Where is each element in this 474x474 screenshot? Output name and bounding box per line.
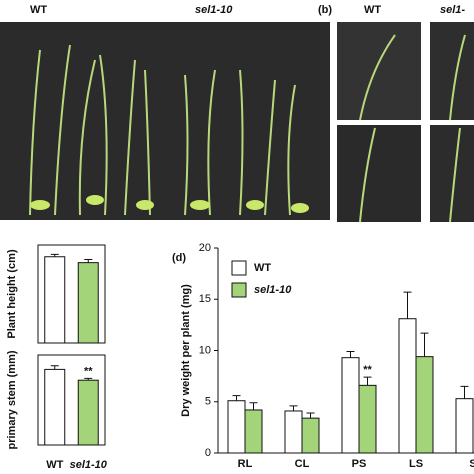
y-axis-label: Plant height (cm)	[6, 249, 18, 339]
y-tick-label: 5	[205, 396, 211, 408]
x-tick-label: S	[469, 458, 474, 470]
x-tick-label: LS	[409, 458, 423, 470]
error-bar	[306, 412, 315, 419]
bar	[301, 417, 320, 454]
legend-label: WT	[254, 262, 271, 274]
error-bar	[363, 376, 372, 386]
error-bar	[420, 332, 429, 357]
error-bar	[249, 402, 258, 410]
bar	[284, 410, 303, 454]
panel-label: (b)	[318, 4, 332, 16]
photo-a	[0, 22, 330, 220]
error-bar	[460, 385, 469, 399]
bar	[77, 379, 99, 446]
significance: **	[84, 365, 93, 377]
y-tick-label: 15	[199, 293, 211, 305]
x-tick-label: PS	[352, 458, 367, 470]
significance: **	[363, 364, 372, 376]
y-tick-label: 20	[199, 242, 211, 254]
error-bar	[50, 253, 59, 257]
x-tick-label: RL	[238, 458, 253, 470]
label: WT	[364, 4, 381, 16]
photo-b	[337, 22, 474, 223]
bar	[455, 398, 474, 454]
bar	[244, 409, 263, 454]
legend-label: sel1-10	[254, 284, 292, 296]
error-bar	[84, 259, 93, 263]
y-axis-label: Dry weight per plant (mg)	[180, 284, 192, 417]
error-bar	[50, 365, 59, 370]
y-tick-label: 0	[205, 447, 211, 459]
label: WT	[30, 4, 47, 16]
error-bar	[289, 405, 298, 411]
label: sel1-	[440, 4, 465, 16]
axes-frame	[37, 244, 106, 344]
bar	[341, 357, 360, 454]
bar	[44, 368, 66, 446]
bar	[415, 356, 434, 454]
x-tick-label: sel1-10	[70, 459, 108, 471]
y-tick-label: 10	[199, 344, 211, 356]
label: sel1-10	[195, 4, 233, 16]
legend-swatch	[231, 282, 247, 298]
bar	[77, 262, 99, 344]
legend-swatch	[231, 260, 247, 276]
panel-label: (d)	[172, 252, 186, 264]
axes-frame	[37, 354, 106, 446]
x-tick-label: WT	[46, 459, 63, 471]
bar	[398, 318, 417, 454]
error-bar	[346, 351, 355, 358]
bar	[44, 256, 66, 344]
y-axis-label: primary stem (mm)	[6, 350, 18, 449]
bar	[227, 400, 246, 454]
error-bar	[232, 395, 241, 401]
error-bar	[84, 377, 93, 381]
bar	[358, 384, 377, 454]
charts: Plant height (cm) primary stem (mm) WT ** se…	[6, 242, 474, 471]
error-bar	[403, 291, 412, 319]
x-tick-label: CL	[295, 458, 310, 470]
